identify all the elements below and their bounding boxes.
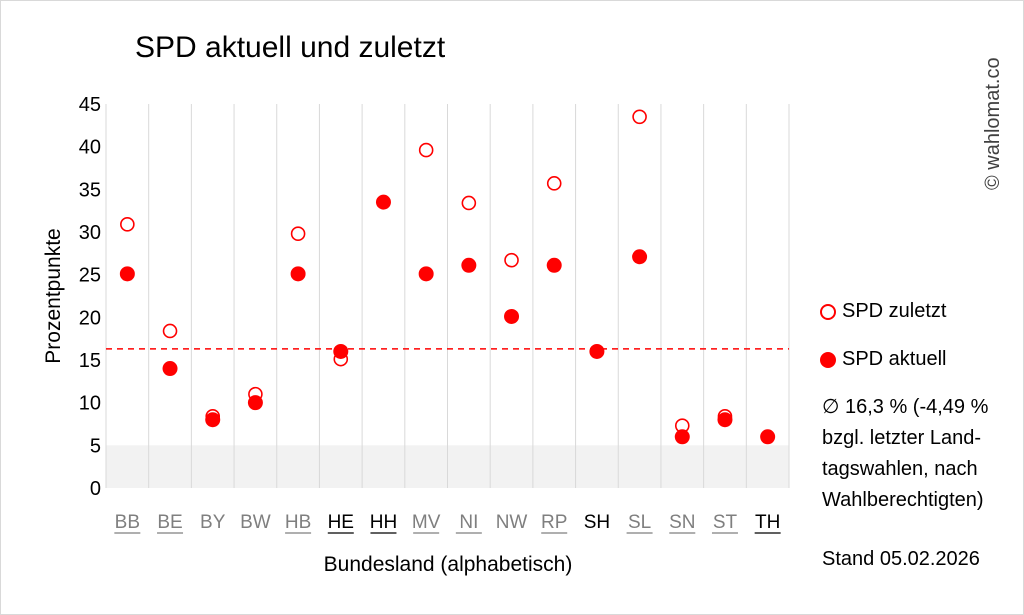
x-tick-label-th: TH [755,512,780,533]
x-tick-label-mv: MV [412,512,441,533]
point-zuletzt-ni [461,195,477,211]
average-note: ∅ 16,3 % (-4,49 % bzgl. letzter Land-tag… [822,396,989,511]
point-aktuell-bw [247,395,263,411]
x-tick-label-hh: HH [370,512,397,533]
point-aktuell-hb [290,266,306,282]
point-aktuell-st [717,412,733,428]
x-tick-label-be: BE [157,512,182,533]
x-tick-label-bb: BB [115,512,140,533]
point-aktuell-ni [461,257,477,273]
y-tick-label: 35 [79,179,101,201]
x-tick-label-sn: SN [669,512,695,533]
point-aktuell-bb [119,266,135,282]
x-tick-label-bw: BW [240,512,271,533]
stand-date: Stand 05.02.2026 [822,548,980,570]
point-zuletzt-bb [120,217,135,232]
point-zuletzt-nw [504,252,519,268]
hollow-circle-icon [820,303,836,320]
y-tick-label: 25 [79,265,101,287]
y-tick-label: 45 [79,94,101,116]
watermark: © wahlomat.co [982,57,1004,190]
gridlines [105,104,790,488]
x-tick-label-sl: SL [628,512,651,533]
chart-title: SPD aktuell und zuletzt [135,31,446,64]
y-tick-label: 0 [90,478,101,500]
x-tick-label-sh: SH [584,512,610,533]
point-aktuell-nw [504,308,520,324]
point-zuletzt-be [162,323,178,339]
x-tick-label-st: ST [713,512,738,533]
y-tick-labels: 0 5 10 15 20 25 30 35 40 45 [79,94,101,500]
x-tick-label-ni: NI [459,512,478,533]
legend-label-zuletzt: SPD zuletzt [842,300,947,322]
point-aktuell-sh [589,343,605,359]
x-tick-label-by: BY [200,512,226,533]
point-aktuell-be [162,361,178,377]
y-tick-label: 10 [79,393,101,415]
point-aktuell-by [205,412,221,428]
y-tick-label: 20 [79,307,101,329]
y-tick-label: 40 [79,137,101,159]
legend-item-aktuell: SPD aktuell [820,348,947,371]
point-zuletzt-hb [290,226,306,242]
legend-label-aktuell: SPD aktuell [842,348,947,370]
filled-circle-icon [820,351,836,368]
point-aktuell-sl [632,249,648,265]
x-tick-labels: BB BE BY BW HB HE HH MV NI NW RP SH SL SN ST TH [114,512,781,534]
point-aktuell-mv [418,266,434,282]
x-tick-label-nw: NW [496,512,528,533]
point-aktuell-rp [546,257,562,273]
y-tick-label: 5 [90,435,101,457]
point-aktuell-sn [674,429,690,445]
x-tick-label-rp: RP [541,512,567,533]
point-zuletzt-sl [632,109,647,125]
point-zuletzt-mv [418,142,434,158]
data-points [119,109,776,445]
x-tick-label-he: HE [328,512,354,533]
y-tick-label: 30 [79,222,101,244]
point-aktuell-th [760,429,776,445]
x-tick-label-hb: HB [285,512,311,533]
point-zuletzt-rp [546,176,562,191]
x-axis-label: Bundesland (alphabetisch) [324,553,573,576]
legend-item-zuletzt: SPD zuletzt [820,300,946,323]
y-axis-label: Prozentpunkte [42,228,65,363]
y-tick-label: 15 [79,350,101,372]
point-aktuell-he [333,343,349,359]
point-aktuell-hh [375,194,391,210]
